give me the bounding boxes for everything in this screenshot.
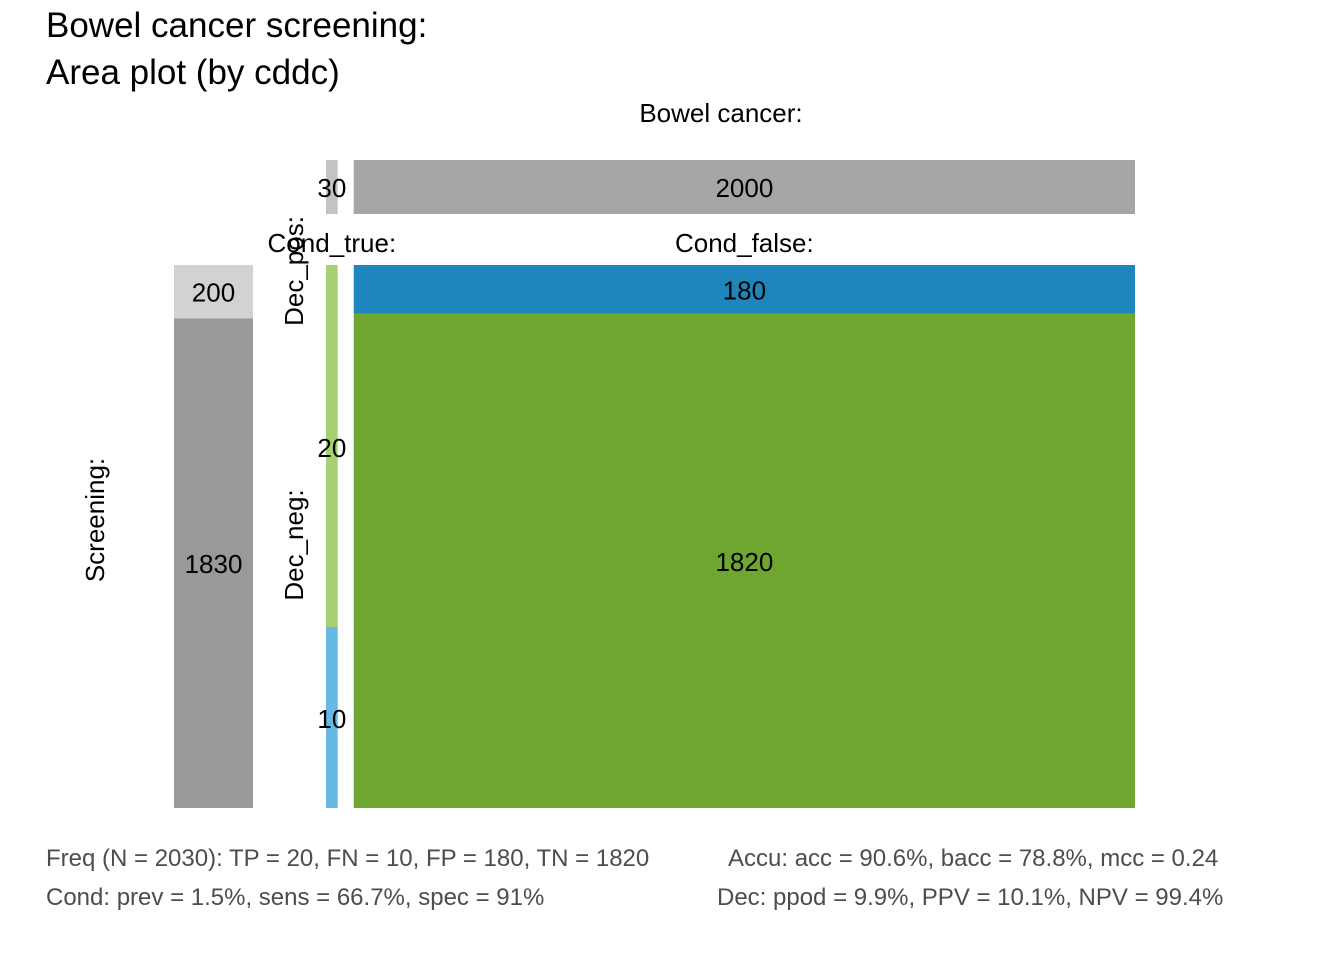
cell-cr-label: 1820 <box>715 547 773 577</box>
chart-title-line-2: Area plot (by cddc) <box>46 53 340 92</box>
cell-mi <box>326 627 338 808</box>
chart-title-line-1: Bowel cancer screening: <box>46 6 428 45</box>
cell-mi-label: 10 <box>317 704 346 734</box>
cell-fa <box>353 265 1135 314</box>
screening-label: Screening: <box>80 458 110 582</box>
dec-pos-value-label: 200 <box>192 278 235 308</box>
cell-hi <box>326 265 338 627</box>
dec-neg-value-label: 1830 <box>185 549 243 579</box>
footer-cond: Cond: prev = 1.5%, sens = 66.7%, spec = … <box>46 884 545 911</box>
cell-fa-label: 180 <box>723 275 766 305</box>
population-label: Bowel cancer: <box>639 98 802 128</box>
cell-hi-label: 20 <box>317 433 346 463</box>
cond-false-bar <box>353 160 1135 214</box>
footer-accu: Accu: acc = 90.6%, bacc = 78.8%, mcc = 0… <box>728 845 1219 872</box>
cell-cr <box>353 313 1135 808</box>
cond-true-label: Cond_true: <box>268 228 397 258</box>
cond-true-value-label: 30 <box>317 173 346 203</box>
cond-false-value-label: 2000 <box>715 173 773 203</box>
dec-pos-label: Dec_pos: <box>279 216 309 326</box>
dec-pos-bar <box>174 265 253 319</box>
cond-false-label: Cond_false: <box>675 228 814 258</box>
dec-neg-label: Dec_neg: <box>279 489 309 600</box>
footer-freq: Freq (N = 2030): TP = 20, FN = 10, FP = … <box>46 845 650 872</box>
dec-neg-bar <box>174 318 253 808</box>
cond-true-bar <box>326 160 338 214</box>
footer-dec: Dec: ppod = 9.9%, PPV = 10.1%, NPV = 99.… <box>717 884 1224 911</box>
